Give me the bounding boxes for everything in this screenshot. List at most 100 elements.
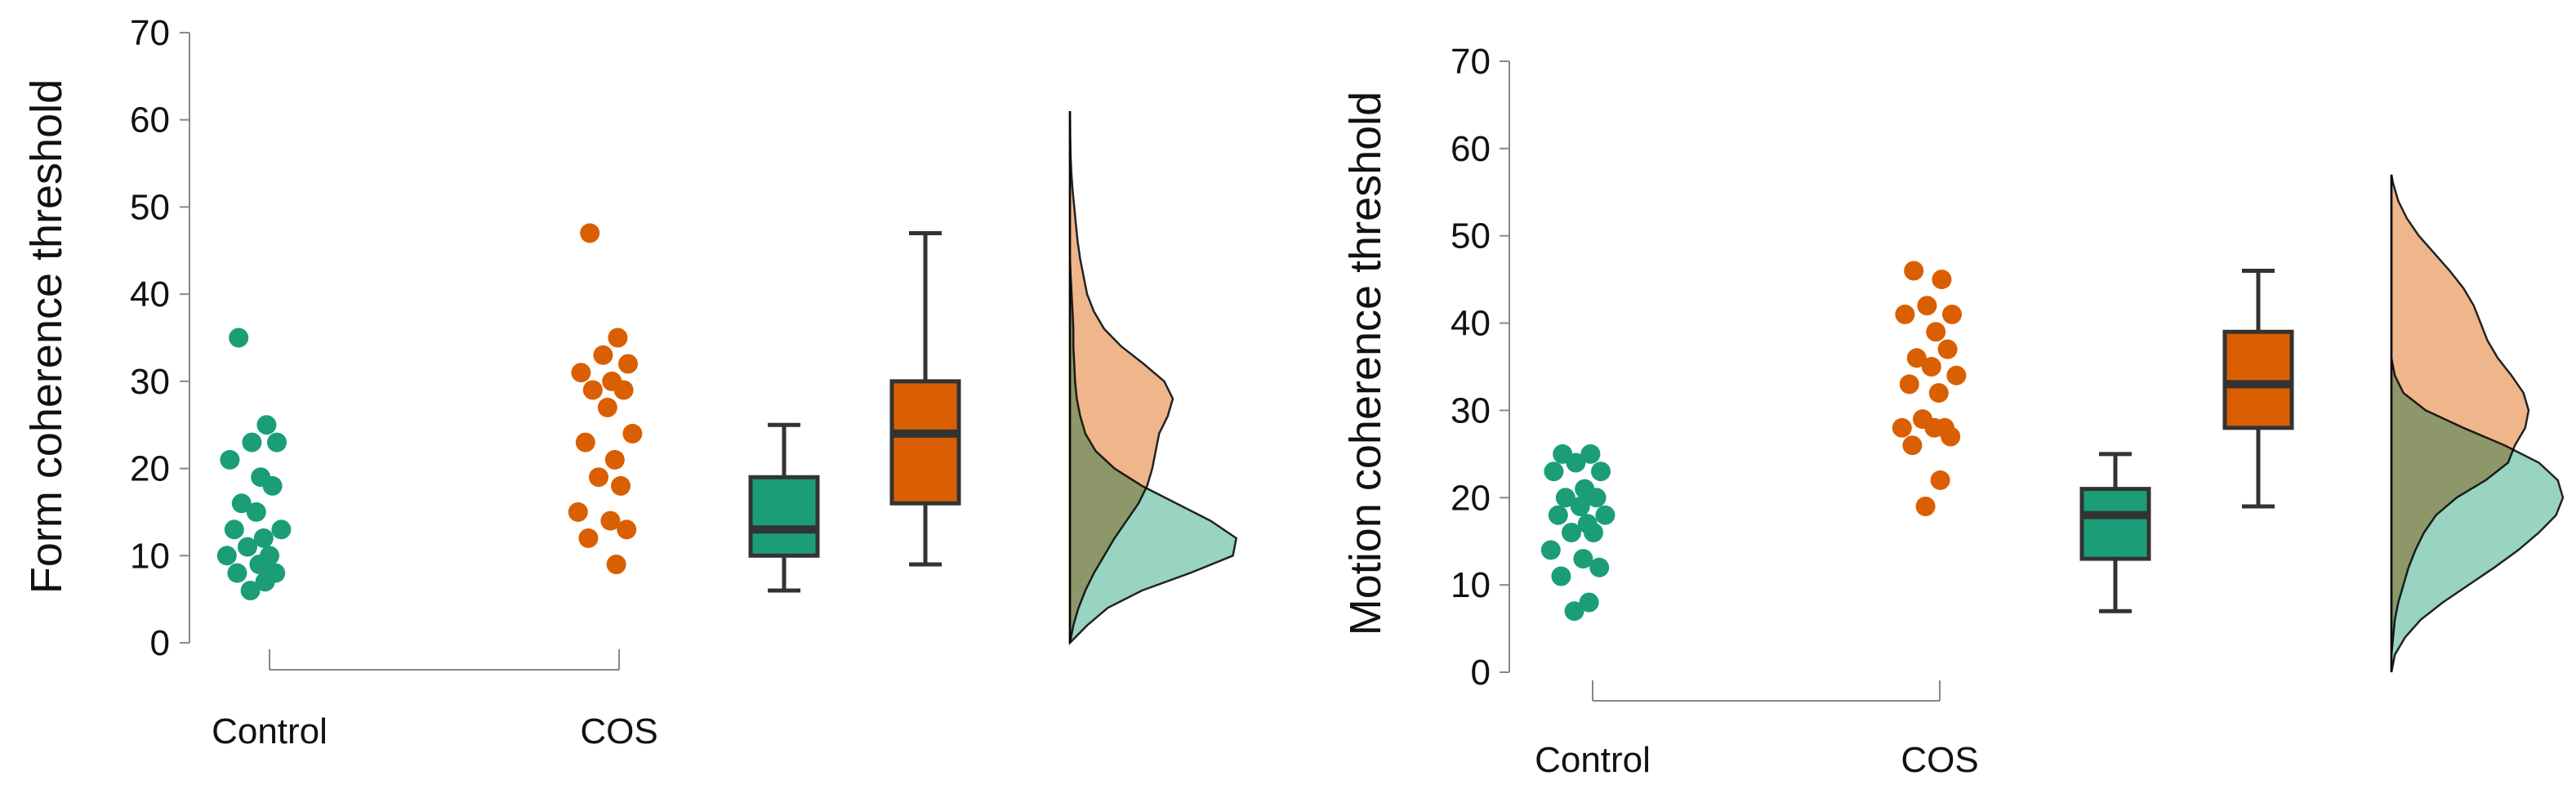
control-point bbox=[253, 528, 274, 548]
control-point bbox=[1544, 461, 1564, 482]
y-tick-label: 30 bbox=[130, 362, 170, 402]
y-axis-title: Motion coherence threshold bbox=[1341, 91, 1390, 635]
cos-point bbox=[578, 528, 599, 548]
form-coherence-panel: Form coherence threshold Control COS 0 10… bbox=[22, 13, 1238, 751]
y-axis-title: Form coherence threshold bbox=[22, 79, 71, 594]
y-tick-label: 0 bbox=[1471, 653, 1491, 693]
y-tick-label: 30 bbox=[1451, 390, 1491, 430]
y-tick-label: 50 bbox=[1451, 216, 1491, 256]
cos-point bbox=[1904, 261, 1924, 281]
cos-point bbox=[589, 467, 608, 488]
cos-point bbox=[1899, 374, 1919, 395]
control-point bbox=[1566, 452, 1586, 473]
cos-point bbox=[1941, 426, 1961, 447]
cos-point bbox=[617, 519, 637, 540]
control-point bbox=[256, 415, 277, 435]
control-point bbox=[227, 563, 247, 583]
y-tick-label: 0 bbox=[150, 623, 170, 663]
iqr-box bbox=[748, 475, 820, 558]
cos-point bbox=[1928, 383, 1949, 403]
cos-point bbox=[1937, 339, 1958, 359]
cos-point bbox=[582, 380, 603, 400]
control-boxplot bbox=[2079, 452, 2151, 613]
control-point bbox=[262, 475, 283, 496]
x-tick-label-control: Control bbox=[212, 711, 328, 751]
y-tick-label: 70 bbox=[1451, 42, 1491, 82]
cos-point bbox=[1926, 322, 1946, 342]
iqr-box bbox=[2222, 329, 2294, 430]
control-point bbox=[1548, 505, 1568, 525]
y-tick-label: 60 bbox=[1451, 129, 1491, 169]
y-tick-label: 40 bbox=[130, 274, 170, 314]
iqr-box bbox=[889, 379, 961, 506]
control-point bbox=[1591, 461, 1611, 482]
control-point bbox=[1573, 549, 1593, 569]
control-point bbox=[1555, 488, 1575, 508]
iqr-box bbox=[2079, 487, 2151, 561]
cos-point bbox=[597, 397, 617, 417]
y-tick-label: 20 bbox=[1451, 478, 1491, 518]
control-point bbox=[1564, 601, 1584, 622]
control-point bbox=[1562, 523, 1581, 542]
control-density bbox=[2390, 174, 2565, 673]
control-point bbox=[255, 572, 275, 592]
control-point bbox=[231, 493, 252, 514]
control-point bbox=[267, 432, 287, 452]
control-point bbox=[240, 581, 261, 600]
control-point bbox=[1584, 523, 1603, 542]
control-point bbox=[1540, 540, 1561, 560]
cos-point bbox=[622, 423, 643, 444]
control-point bbox=[1551, 566, 1571, 586]
control-point bbox=[229, 328, 249, 348]
control-point bbox=[271, 519, 292, 540]
cos-point bbox=[618, 354, 638, 374]
control-point bbox=[224, 519, 244, 540]
cos-point bbox=[606, 555, 626, 574]
cos-point bbox=[1906, 348, 1927, 368]
cos-point bbox=[1942, 304, 1962, 324]
cos-point bbox=[600, 510, 621, 531]
y-tick-label: 40 bbox=[1451, 304, 1491, 344]
cos-point bbox=[1932, 270, 1952, 290]
cos-point bbox=[611, 475, 631, 496]
cos-point bbox=[1924, 417, 1945, 438]
y-tick-label: 60 bbox=[130, 100, 170, 140]
cos-point bbox=[593, 345, 613, 365]
cos-point bbox=[1902, 435, 1923, 456]
control-point bbox=[1580, 444, 1601, 464]
cos-point bbox=[1946, 365, 1967, 386]
x-tick-label-cos: COS bbox=[580, 711, 657, 751]
motion-coherence-panel: Motion coherence threshold Control COS 0… bbox=[1341, 42, 2565, 780]
control-point bbox=[246, 502, 266, 522]
control-point bbox=[1579, 592, 1599, 613]
cos-point bbox=[580, 223, 600, 243]
control-point bbox=[1570, 497, 1590, 516]
cos-point bbox=[568, 502, 588, 522]
y-tick-label: 20 bbox=[130, 449, 170, 489]
control-boxplot bbox=[748, 422, 820, 593]
control-point bbox=[249, 555, 270, 574]
cos-boxplot bbox=[2222, 268, 2294, 509]
control-point bbox=[1589, 557, 1610, 577]
cos-point bbox=[1915, 497, 1936, 516]
cos-boxplot bbox=[889, 230, 961, 567]
y-tick-label: 10 bbox=[130, 536, 170, 576]
y-tick-label: 70 bbox=[130, 13, 170, 53]
cos-point bbox=[608, 328, 628, 348]
cos-point bbox=[1917, 296, 1937, 316]
y-tick-label: 50 bbox=[130, 187, 170, 227]
control-point bbox=[238, 537, 257, 557]
control-point bbox=[216, 546, 237, 566]
x-tick-label-cos: COS bbox=[1901, 740, 1978, 780]
control-point bbox=[220, 449, 240, 470]
control-point bbox=[1586, 488, 1607, 508]
control-point bbox=[1595, 505, 1616, 525]
cos-point bbox=[1895, 304, 1915, 324]
cos-point bbox=[613, 380, 634, 400]
cos-point bbox=[1930, 470, 1950, 490]
x-tick-label-control: Control bbox=[1535, 740, 1651, 780]
cos-point bbox=[604, 449, 625, 470]
control-point bbox=[242, 432, 262, 452]
cos-point bbox=[575, 432, 595, 452]
